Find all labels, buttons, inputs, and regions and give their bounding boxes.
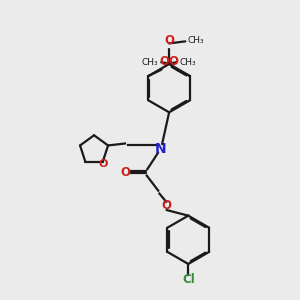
Text: N: N (154, 142, 166, 155)
Text: O: O (120, 166, 130, 178)
Text: Cl: Cl (182, 273, 195, 286)
Text: O: O (169, 56, 179, 68)
Text: O: O (99, 159, 108, 169)
Text: CH₃: CH₃ (179, 58, 196, 67)
Text: O: O (159, 56, 170, 68)
Text: CH₃: CH₃ (141, 58, 158, 67)
Text: O: O (161, 200, 171, 212)
Text: CH₃: CH₃ (187, 36, 204, 45)
Text: O: O (164, 34, 174, 47)
